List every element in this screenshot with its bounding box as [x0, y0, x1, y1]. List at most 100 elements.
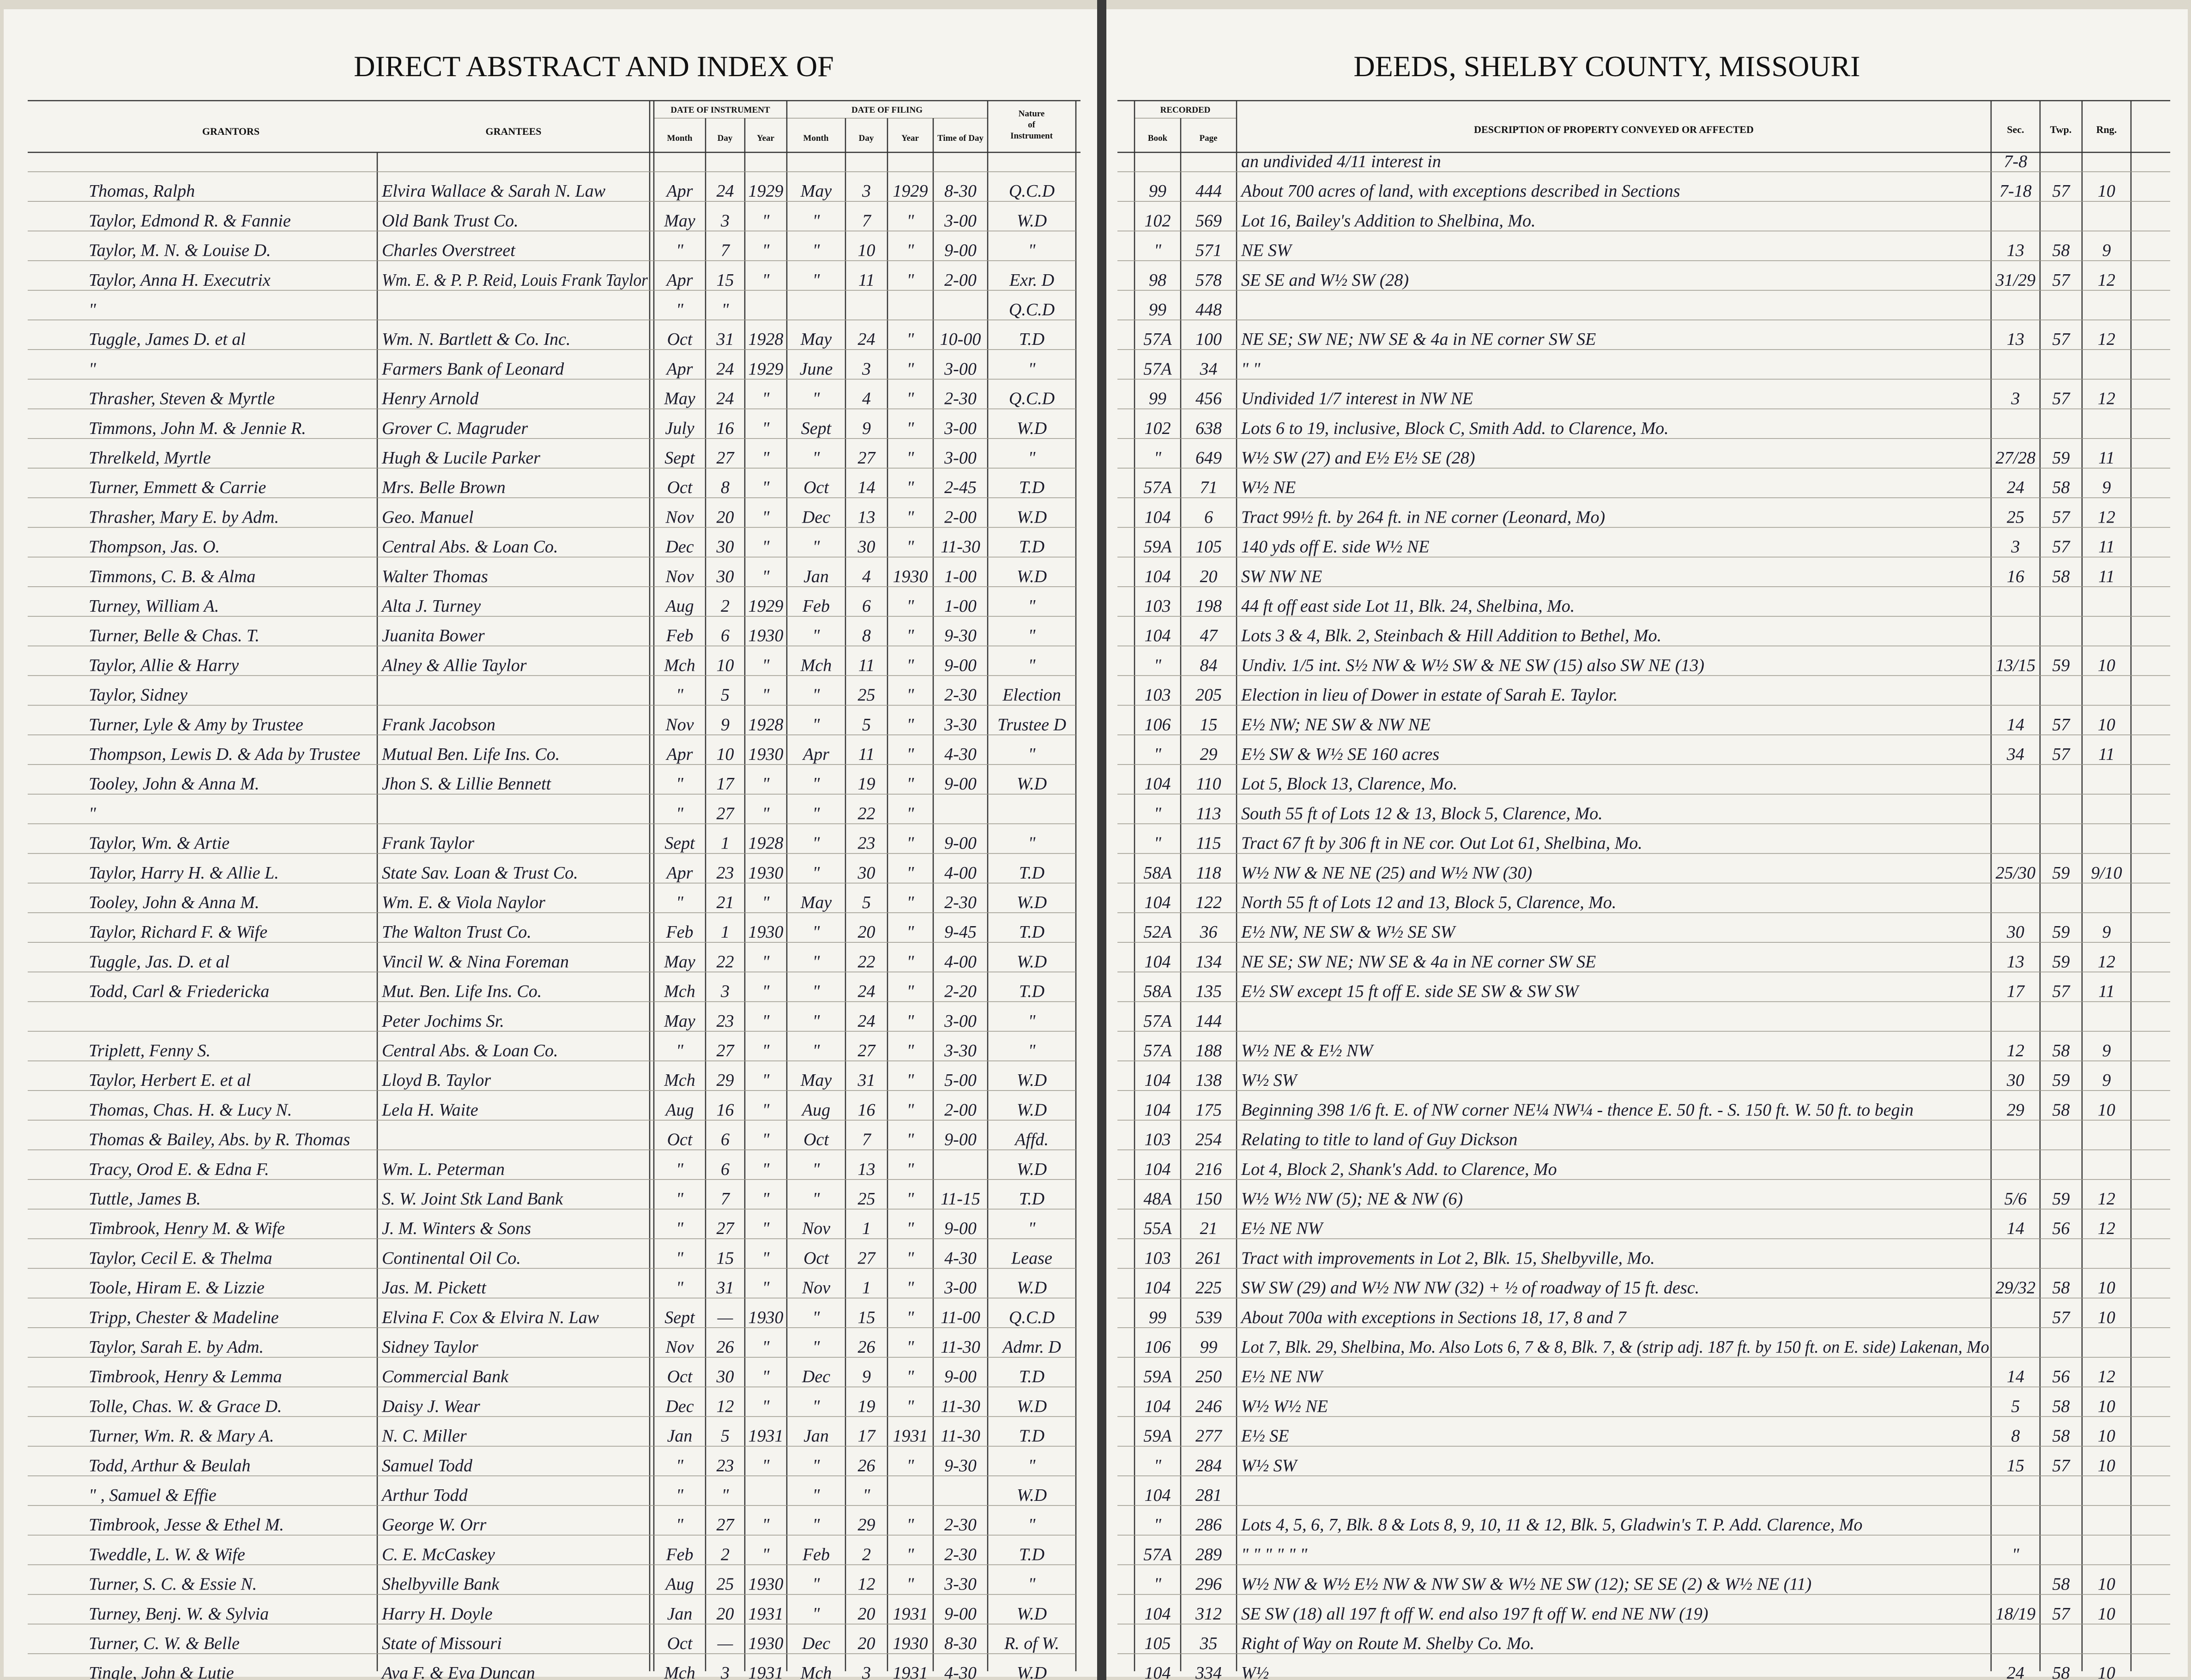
cell-id: 20: [717, 507, 734, 527]
cell-gr: Thomas, Ralph: [89, 181, 195, 201]
cell-d: an undivided 4/11 interest in: [1241, 152, 1441, 171]
header: of: [1028, 120, 1036, 130]
cell-fm: ": [813, 952, 821, 971]
cell-id: 15: [717, 1248, 734, 1268]
cell-gr: " , Samuel & Effie: [89, 1486, 217, 1505]
cell-fd: 9: [862, 419, 871, 438]
cell-iy: 1931: [748, 1604, 784, 1624]
cell-fm: ": [813, 626, 821, 645]
cell-b: ": [1154, 656, 1162, 675]
cell-gr: Taylor, Sidney: [89, 686, 187, 705]
cell-id: 31: [716, 330, 734, 349]
cell-d: Lots 4, 5, 6, 7, Blk. 8 & Lots 8, 9, 10,…: [1241, 1515, 1863, 1535]
cell-t: 11-30: [941, 1427, 980, 1446]
cell-b: 106: [1145, 715, 1171, 735]
cell-ge: George W. Orr: [382, 1515, 486, 1535]
cell-id: 6: [721, 1160, 730, 1179]
cell-d: Tract with improvements in Lot 2, Blk. 1…: [1241, 1248, 1655, 1268]
cell-p: 34: [1200, 359, 1218, 379]
cell-ge: Central Abs. & Loan Co.: [382, 1041, 558, 1060]
cell-fm: ": [813, 537, 821, 557]
cell-b: 104: [1145, 507, 1171, 527]
cell-b: 104: [1145, 1278, 1171, 1298]
header: DATE OF FILING: [851, 105, 923, 115]
cell-d: W½ NE: [1241, 478, 1296, 497]
cell-d: Tract 67 ft by 306 ft in NE cor. Out Lot…: [1241, 834, 1642, 853]
cell-n: W.D: [1017, 567, 1047, 586]
cell-b: 59A: [1143, 1367, 1172, 1386]
cell-fd: 3: [862, 359, 871, 379]
cell-ge: Shelbyville Bank: [382, 1575, 500, 1594]
cell-gr: Tolle, Chas. W. & Grace D.: [89, 1397, 282, 1416]
cell-fm: May: [800, 330, 832, 349]
cell-fy: ": [907, 1248, 915, 1268]
cell-n: W.D: [1017, 1160, 1047, 1179]
cell-iy: ": [762, 507, 770, 527]
cell-t: 2-30: [944, 1515, 977, 1535]
cell-ge: Alta J. Turney: [380, 596, 481, 616]
cell-fy: ": [907, 1160, 915, 1179]
cell-d: South 55 ft of Lots 12 & 13, Block 5, Cl…: [1241, 804, 1603, 823]
cell-ge: Hugh & Lucile Parker: [381, 448, 540, 468]
cell-iy: ": [762, 537, 770, 557]
cell-fy: ": [907, 1041, 915, 1060]
cell-iy: ": [762, 1189, 770, 1209]
cell-b: 102: [1145, 419, 1171, 438]
header: Instrument: [1010, 131, 1053, 141]
cell-d: E½ SE: [1241, 1427, 1289, 1446]
cell-ge: Samuel Todd: [382, 1456, 473, 1475]
header: RECORDED: [1160, 105, 1211, 115]
cell-p: 150: [1195, 1189, 1222, 1209]
cell-tw: 57: [2052, 537, 2071, 557]
cell-s: 13: [2007, 952, 2024, 971]
cell-id: 8: [721, 478, 730, 497]
cell-d: SE SW (18) all 197 ft off W. end also 19…: [1241, 1604, 1708, 1624]
cell-id: 17: [717, 774, 735, 794]
cell-tw: 57: [2052, 982, 2071, 1001]
cell-gr: Taylor, Anna H. Executrix: [89, 271, 271, 290]
cell-im: Mch: [664, 1071, 695, 1090]
cell-b: 104: [1145, 1663, 1171, 1680]
cell-gr: Taylor, Edmond R. & Fannie: [89, 211, 291, 230]
cell-s: 13/15: [1996, 656, 2036, 675]
cell-ge: Mut. Ben. Life Ins. Co.: [381, 982, 542, 1001]
cell-d: W½ W½ NE: [1241, 1397, 1328, 1416]
cell-fd: 30: [857, 863, 875, 883]
cell-b: 57A: [1143, 359, 1172, 379]
cell-d: " ": [1241, 359, 1261, 379]
cell-ge: Jhon S. & Lillie Bennett: [382, 774, 552, 794]
cell-b: 102: [1145, 211, 1171, 230]
cell-gr: ": [89, 359, 97, 379]
cell-im: ": [676, 893, 684, 912]
cell-r: 10: [2098, 715, 2115, 735]
cell-fy: 1931: [893, 1604, 928, 1624]
cell-id: 23: [717, 1456, 734, 1475]
cell-s: ": [2012, 1545, 2020, 1564]
cell-b: ": [1154, 804, 1162, 823]
cell-id: ": [722, 300, 730, 319]
cell-tw: 57: [2052, 1456, 2071, 1475]
cell-id: ": [722, 1486, 730, 1505]
cell-gr: Turner, Wm. R. & Mary A.: [89, 1427, 274, 1446]
cell-iy: 1930: [748, 863, 784, 883]
cell-s: 25/30: [1996, 863, 2036, 883]
cell-id: 24: [717, 389, 734, 409]
cell-im: Feb: [665, 626, 693, 645]
cell-d: 44 ft off east side Lot 11, Blk. 24, She…: [1241, 596, 1575, 616]
cell-ge: Vincil W. & Nina Foreman: [382, 952, 569, 971]
cell-r: 10: [2098, 656, 2115, 675]
cell-d: Lots 6 to 19, inclusive, Block C, Smith …: [1241, 419, 1669, 438]
cell-im: Apr: [665, 271, 693, 290]
cell-b: 99: [1149, 181, 1166, 201]
cell-fm: ": [813, 1515, 821, 1535]
cell-fy: ": [907, 1189, 915, 1209]
cell-id: 22: [717, 952, 734, 971]
cell-t: 3-00: [944, 1278, 977, 1298]
cell-b: 104: [1145, 626, 1171, 645]
cell-b: 52A: [1143, 922, 1172, 942]
cell-tw: 57: [2052, 389, 2071, 409]
cell-t: 3-30: [944, 715, 977, 735]
cell-fd: 29: [858, 1515, 875, 1535]
